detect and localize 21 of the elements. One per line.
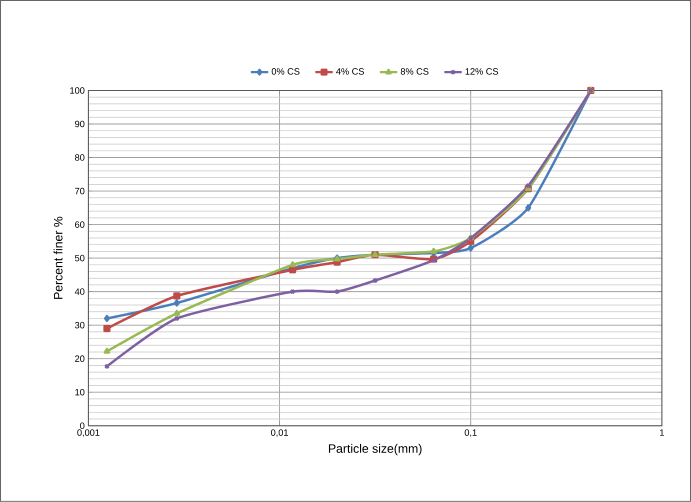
y-tick-label: 100: [70, 87, 84, 94]
x-tick-label: 0,01: [271, 429, 288, 437]
y-tick-label: 70: [75, 188, 84, 194]
y-tick-label: 60: [75, 221, 84, 228]
y-tick-label: 20: [75, 355, 84, 362]
y-tick-label: 80: [75, 154, 84, 161]
x-tick-label: 1: [660, 429, 664, 436]
legend-label: 12% CS: [466, 68, 498, 75]
x-tick-label: 0,001: [77, 429, 100, 437]
x-tick-label: 0,1: [464, 429, 477, 437]
y-axis-title: Percent finer %: [54, 216, 63, 299]
y-tick-label: 50: [74, 254, 84, 262]
y-tick-label: 30: [74, 322, 84, 328]
legend-label: 0% CS: [272, 68, 300, 75]
y-tick-label: 0: [80, 422, 84, 430]
y-tick-label: 10: [75, 389, 84, 396]
y-tick-label: 40: [74, 288, 84, 295]
x-axis-title: Particle size(mm): [328, 444, 422, 456]
y-tick-label: 90: [75, 120, 84, 128]
legend-label: 4% CS: [336, 68, 364, 75]
legend-label: 8% CS: [400, 68, 428, 75]
